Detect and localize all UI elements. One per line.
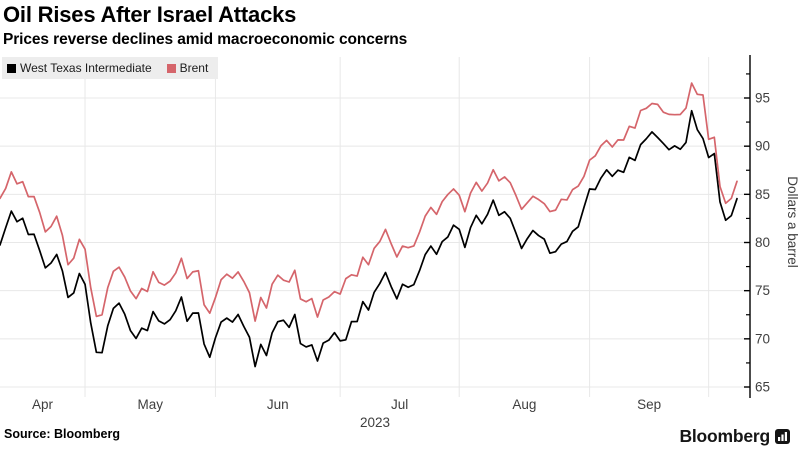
x-year-label: 2023	[360, 415, 390, 430]
chart-subtitle: Prices reverse declines amid macroeconom…	[3, 31, 408, 48]
chart-legend: West Texas Intermediate Brent	[2, 57, 219, 79]
legend-swatch	[7, 63, 16, 73]
bloomberg-logo-icon	[775, 429, 790, 444]
y-tick-label: 75	[755, 283, 770, 298]
legend-item-brent[interactable]: Brent	[166, 61, 209, 75]
x-month-label: Sep	[637, 397, 661, 412]
chart-header: Oil Rises After Israel Attacks Prices re…	[3, 2, 407, 49]
y-tick-label: 70	[755, 331, 770, 346]
x-month-label: May	[137, 397, 163, 412]
brent-series-line	[0, 82, 738, 322]
bloomberg-brand: Bloomberg	[679, 426, 790, 447]
y-tick-label: 95	[755, 91, 770, 106]
y-tick-label: 85	[755, 187, 770, 202]
x-month-label: Jun	[267, 397, 289, 412]
wti-series-line	[0, 109, 738, 368]
y-tick-label: 80	[755, 235, 770, 250]
y-axis-title: Dollars a barrel	[785, 176, 800, 268]
bloomberg-wordmark: Bloomberg	[679, 426, 770, 446]
source-label: Source: Bloomberg	[4, 427, 120, 441]
page-title: Oil Rises After Israel Attacks	[3, 2, 297, 27]
legend-label: West Texas Intermediate	[20, 61, 152, 75]
x-month-label: Apr	[32, 397, 54, 412]
legend-item-wti[interactable]: West Texas Intermediate	[7, 61, 152, 75]
legend-swatch	[166, 63, 176, 73]
x-month-label: Aug	[512, 397, 536, 412]
legend-label: Brent	[179, 61, 209, 75]
y-tick-label: 90	[755, 139, 770, 154]
y-tick-label: 65	[755, 380, 770, 395]
x-month-label: Jul	[391, 397, 408, 412]
